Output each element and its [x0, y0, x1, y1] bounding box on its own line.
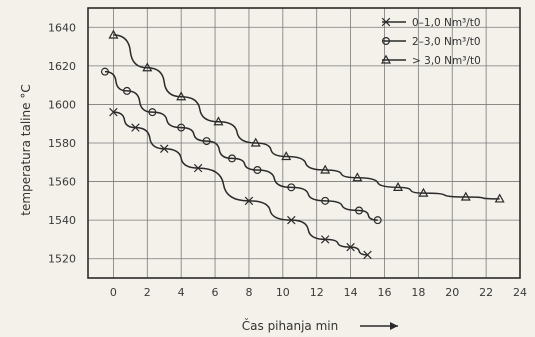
data-point-series-3 [213, 116, 224, 126]
data-point-series-1 [287, 215, 296, 225]
data-point-series-1 [193, 163, 203, 173]
data-point-series-1 [244, 196, 254, 206]
data-point-series-2 [373, 216, 382, 225]
x-tick-label: 20 [445, 286, 459, 299]
data-point-series-2 [321, 196, 330, 205]
data-point-series-1 [320, 235, 330, 244]
data-point-series-2 [202, 137, 211, 146]
data-point-series-2 [148, 108, 157, 117]
x-axis-arrowhead [390, 322, 398, 330]
y-tick-label: 1540 [48, 214, 76, 227]
data-point-series-2 [355, 206, 364, 215]
data-point-series-3 [418, 187, 429, 197]
y-tick-label: 1600 [48, 98, 76, 111]
x-tick-label: 4 [178, 286, 185, 299]
data-point-series-1 [131, 123, 140, 132]
data-point-series-3 [320, 164, 331, 174]
legend-label-3: > 3,0 Nm³/t0 [412, 55, 481, 67]
legend-marker-2 [382, 36, 391, 45]
plot-frame [87, 7, 521, 279]
data-point-series-2 [100, 67, 109, 76]
data-point-series-2 [228, 154, 237, 163]
x-axis-title: Čas pihanja min [242, 318, 338, 333]
legend-label-1: 0–1,0 Nm³/t0 [412, 17, 481, 29]
x-tick-label: 24 [513, 286, 527, 299]
series-line-3 [113, 34, 500, 200]
data-point-series-2 [253, 166, 262, 175]
data-point-series-2 [122, 86, 131, 95]
x-tick-label: 10 [276, 286, 290, 299]
data-point-series-3 [393, 181, 404, 191]
series-line-1 [113, 111, 368, 256]
x-tick-label: 0 [110, 286, 117, 299]
x-tick-label: 16 [377, 286, 391, 299]
y-tick-label: 1560 [48, 176, 76, 189]
x-tick-label: 22 [479, 286, 493, 299]
x-tick-label: 8 [245, 286, 252, 299]
data-point-series-3 [494, 193, 505, 203]
data-point-series-1 [109, 107, 118, 117]
data-point-series-1 [160, 144, 169, 154]
data-point-series-1 [363, 250, 372, 260]
data-point-series-1 [346, 242, 355, 252]
x-tick-label: 12 [310, 286, 324, 299]
data-point-series-3 [176, 91, 187, 101]
y-tick-label: 1520 [48, 253, 76, 266]
x-tick-label: 14 [344, 286, 358, 299]
legend-marker-3 [380, 54, 392, 64]
series-line-2 [104, 70, 378, 221]
x-tick-label: 6 [212, 286, 219, 299]
data-point-series-2 [287, 183, 296, 192]
legend-label-2: 2–3,0 Nm³/t0 [412, 36, 481, 48]
data-point-series-3 [142, 62, 153, 72]
data-point-series-3 [250, 137, 261, 147]
data-point-series-3 [460, 191, 471, 201]
y-tick-label: 1620 [48, 60, 76, 73]
data-point-series-3 [352, 172, 363, 182]
data-point-series-3 [281, 151, 292, 161]
y-tick-label: 1640 [48, 21, 76, 34]
legend-marker-1 [381, 17, 391, 27]
y-tick-label: 1580 [48, 137, 76, 150]
data-point-series-3 [108, 29, 119, 39]
x-tick-label: 2 [144, 286, 151, 299]
data-point-series-2 [177, 123, 186, 132]
y-axis-title: temperatura taline °C [19, 84, 33, 215]
x-tick-label: 18 [411, 286, 425, 299]
